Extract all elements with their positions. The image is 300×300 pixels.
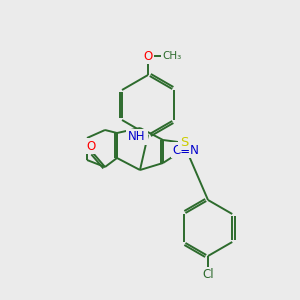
- Text: Cl: Cl: [202, 268, 214, 281]
- Text: S: S: [180, 136, 188, 148]
- Text: C≡N: C≡N: [172, 143, 200, 157]
- Text: O: O: [86, 140, 96, 152]
- Text: O: O: [143, 50, 153, 62]
- Text: CH₃: CH₃: [162, 51, 182, 61]
- Text: NH: NH: [128, 130, 146, 143]
